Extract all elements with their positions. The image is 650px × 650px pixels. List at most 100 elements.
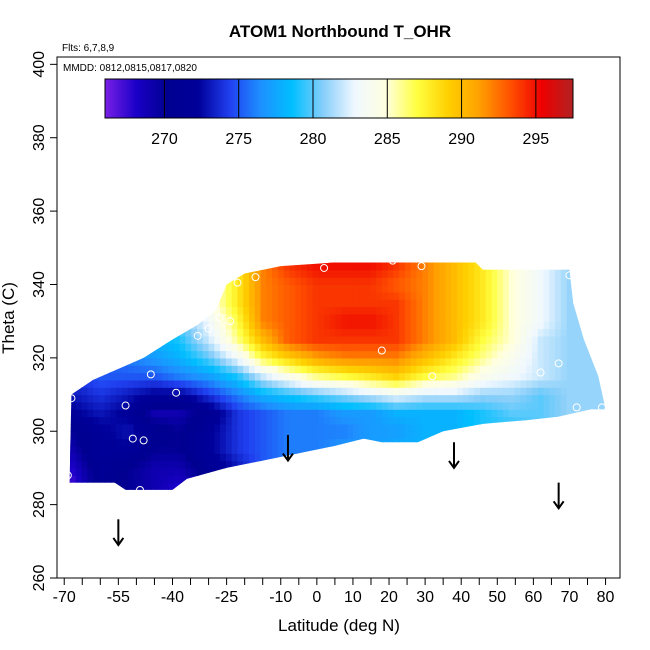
field-cell <box>404 350 412 359</box>
field-cell <box>462 372 470 381</box>
field-cell <box>335 475 342 484</box>
field-cell <box>428 299 435 308</box>
field-cell <box>376 394 383 403</box>
field-cell <box>451 321 458 330</box>
field-cell <box>347 379 354 388</box>
field-cell <box>607 351 613 359</box>
field-cell <box>589 277 597 286</box>
field-cell <box>231 357 239 366</box>
field-cell <box>69 372 77 381</box>
sample-point <box>146 370 155 379</box>
field-cell <box>607 306 613 314</box>
field-cell <box>173 350 181 359</box>
field-cell <box>145 409 152 418</box>
field-cell <box>335 313 342 322</box>
field-cell <box>312 262 319 271</box>
field-cell <box>531 467 539 476</box>
field-cell <box>531 409 539 418</box>
field-cell <box>543 291 550 300</box>
field-cell <box>370 409 377 418</box>
y-axis-title: Theta (C) <box>0 282 18 354</box>
field-cell <box>497 453 504 462</box>
field-cell <box>358 379 366 388</box>
field-cell <box>104 387 112 396</box>
field-cell <box>324 416 331 425</box>
field-cell <box>157 490 163 498</box>
field-cell <box>220 445 227 454</box>
field-cell <box>185 269 192 278</box>
field-cell <box>277 423 285 432</box>
field-cell <box>422 475 429 484</box>
field-cell <box>503 365 510 374</box>
field-cell <box>324 482 331 490</box>
field-cell <box>381 313 389 322</box>
field-cell <box>491 269 498 278</box>
field-cell <box>578 431 585 440</box>
field-cell <box>324 438 331 447</box>
field-cell <box>531 291 539 300</box>
field-cell <box>387 409 394 418</box>
field-cell <box>329 372 337 381</box>
field-cell <box>601 423 606 432</box>
field-cell <box>225 467 233 476</box>
field-cell <box>439 299 446 308</box>
field-cell <box>537 357 545 366</box>
field-cell <box>422 423 429 432</box>
field-cell <box>382 490 388 498</box>
field-cell <box>318 467 325 476</box>
field-cell <box>474 475 481 484</box>
field-cell <box>572 460 579 469</box>
field-cell <box>231 445 239 454</box>
field-cell <box>87 306 94 315</box>
field-cell <box>508 343 516 352</box>
field-cell <box>531 445 539 454</box>
field-cell <box>69 401 77 410</box>
field-cell <box>98 467 106 476</box>
field-cell <box>225 299 233 308</box>
field-cell <box>98 313 106 322</box>
field-cell <box>266 343 273 352</box>
field-cell <box>601 284 606 293</box>
field-cell <box>208 321 215 330</box>
field-cell <box>104 467 112 476</box>
field-cell <box>578 438 585 447</box>
field-cell <box>433 262 441 264</box>
field-cell <box>295 335 302 344</box>
field-cell <box>514 460 521 469</box>
field-cell <box>121 445 129 454</box>
field-cell <box>595 269 602 278</box>
field-cell <box>225 306 233 315</box>
field-cell <box>231 299 239 308</box>
field-cell <box>335 467 342 476</box>
field-cell <box>329 409 337 418</box>
field-cell <box>173 482 181 490</box>
field-cell <box>266 328 273 337</box>
field-cell <box>503 482 510 490</box>
field-cell <box>462 482 470 490</box>
field-cell <box>335 343 342 352</box>
field-cell <box>451 475 458 484</box>
sample-point <box>417 262 426 271</box>
field-cell <box>202 423 210 432</box>
field-cell <box>179 262 187 264</box>
field-cell <box>491 313 498 322</box>
field-cell <box>197 453 204 462</box>
field-cell <box>93 299 100 308</box>
field-cell <box>75 467 83 476</box>
field-cell <box>393 423 400 432</box>
field-cell <box>220 401 227 410</box>
field-cell <box>318 416 325 425</box>
field-cell <box>260 343 267 352</box>
field-cell <box>104 277 112 286</box>
field-cell <box>410 269 418 278</box>
field-cell <box>208 379 215 388</box>
field-cell <box>277 306 285 315</box>
field-cell <box>145 431 152 440</box>
field-cell <box>335 262 342 271</box>
field-cell <box>272 306 279 315</box>
field-cell <box>243 401 250 410</box>
field-cell <box>87 467 94 476</box>
field-cell <box>514 438 521 447</box>
field-cell <box>358 350 366 359</box>
field-cell <box>526 401 533 410</box>
